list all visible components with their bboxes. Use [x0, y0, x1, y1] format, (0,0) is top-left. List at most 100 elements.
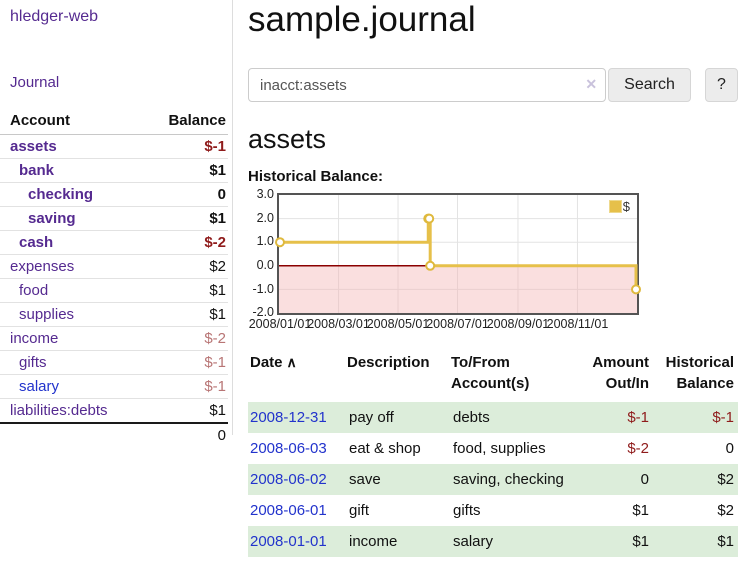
- app-brand-link[interactable]: hledger-web: [10, 8, 99, 25]
- accounts-header-row: Account Balance: [0, 109, 228, 135]
- balance-cell: $2: [653, 463, 738, 495]
- balance-cell: 0: [725, 439, 734, 457]
- search-input[interactable]: [248, 68, 607, 103]
- chart-plot-area: $: [275, 193, 641, 316]
- account-link[interactable]: assets: [10, 138, 57, 155]
- register-row: 2008-06-01 gift gifts $1 $2: [248, 495, 738, 526]
- account-row: supplies $1: [0, 302, 228, 327]
- sidebar: hledger-web Journal Account Balance asse…: [0, 0, 233, 447]
- account-link[interactable]: bank: [19, 162, 55, 179]
- x-axis-tick-label: 2008/07/01: [426, 317, 489, 332]
- search-form: ✕ Search ?: [248, 68, 738, 103]
- column-header-amount: Amount Out/In: [592, 354, 649, 392]
- y-axis-tick-label: 0.0: [256, 258, 274, 273]
- column-header-description: Description: [347, 354, 430, 372]
- account-link[interactable]: expenses: [10, 258, 75, 275]
- register-row: 2008-01-01 income salary $1 $1: [248, 525, 738, 557]
- account-link[interactable]: supplies: [19, 306, 75, 323]
- accounts-total-row: 0: [0, 422, 228, 447]
- amount-cell: 0: [577, 463, 653, 495]
- accounts-cell: food, supplies: [453, 439, 546, 457]
- accounts-cell: saving, checking: [449, 463, 577, 495]
- account-balance: $-2: [138, 230, 228, 255]
- chart-legend: $: [608, 199, 630, 215]
- column-header-accounts: To/From Account(s): [451, 354, 530, 392]
- transaction-date-link[interactable]: 2008-06-03: [250, 439, 327, 457]
- x-axis-tick-label: 2008/09/01: [486, 317, 550, 332]
- account-link[interactable]: checking: [28, 186, 94, 203]
- register-row: 2008-12-31 pay off debts $-1 $-1: [248, 401, 738, 433]
- y-axis-tick-label: 3.0: [256, 187, 274, 202]
- transaction-date-link[interactable]: 2008-06-02: [250, 470, 327, 488]
- accounts-header-balance: Balance: [138, 109, 228, 135]
- register-table: Date ∧ Description To/From Account(s) Amo…: [248, 351, 738, 557]
- account-row: bank $1: [0, 158, 228, 183]
- account-link[interactable]: liabilities:debts: [10, 402, 108, 419]
- account-link[interactable]: gifts: [19, 354, 47, 371]
- account-link[interactable]: salary: [19, 378, 60, 395]
- amount-cell: $-1: [577, 401, 653, 433]
- sort-asc-icon: ∧: [286, 354, 297, 371]
- x-axis-tick-label: 2008/03/01: [307, 317, 370, 332]
- account-balance: $1: [138, 398, 228, 423]
- y-axis-tick-label: 1.0: [256, 234, 274, 249]
- y-axis-tick-label: 2.0: [256, 210, 274, 225]
- account-row: salary $-1: [0, 374, 228, 399]
- description-cell: pay off: [345, 401, 449, 433]
- account-link[interactable]: saving: [28, 210, 76, 227]
- accounts-cell: debts: [449, 401, 577, 433]
- account-balance: $1: [138, 158, 228, 183]
- amount-cell: $-2: [627, 439, 649, 457]
- clear-search-icon[interactable]: ✕: [585, 76, 598, 93]
- legend-series-label: $: [622, 199, 630, 215]
- account-row: expenses $2: [0, 254, 228, 279]
- transaction-date-link[interactable]: 2008-12-31: [250, 408, 327, 426]
- account-balance: 0: [138, 182, 228, 207]
- transaction-date-link[interactable]: 2008-06-01: [250, 501, 327, 519]
- description-cell: eat & shop: [349, 439, 421, 457]
- account-balance: $-1: [138, 374, 228, 399]
- account-row: liabilities:debts $1: [0, 398, 228, 423]
- accounts-cell: gifts: [453, 501, 481, 519]
- account-row: income $-2: [0, 326, 228, 351]
- account-link[interactable]: food: [19, 282, 49, 299]
- account-row: cash $-2: [0, 230, 228, 255]
- x-axis-tick-label: 2008/05/01: [366, 317, 430, 332]
- account-row: assets $-1: [0, 135, 228, 159]
- account-balance: $1: [138, 302, 228, 327]
- historical-balance-chart: $ 3.0 2.0 1.0 0.0 -1.0 -2.0 2008/01/01 2008/03/…: [248, 187, 738, 333]
- register-header-row: Date ∧ Description To/From Account(s) Amo…: [248, 351, 738, 402]
- description-cell: income: [345, 525, 449, 557]
- page-title: sample.journal: [248, 0, 476, 39]
- description-cell: save: [345, 463, 449, 495]
- chart-series-svg: [275, 195, 641, 314]
- transaction-date-link[interactable]: 2008-01-01: [250, 532, 327, 550]
- accounts-cell: salary: [449, 525, 577, 557]
- account-balance: $2: [138, 254, 228, 279]
- column-header-balance: Historical Balance: [665, 354, 734, 392]
- x-axis-tick-label: 2008/11/01: [546, 317, 609, 332]
- account-row: food $1: [0, 278, 228, 303]
- help-button[interactable]: ?: [704, 68, 738, 103]
- balance-cell: $-1: [653, 401, 738, 433]
- accounts-total-balance: 0: [138, 422, 228, 447]
- account-row: gifts $-1: [0, 350, 228, 375]
- balance-cell: $1: [653, 525, 738, 557]
- description-cell: gift: [349, 501, 370, 519]
- account-balance: $-1: [204, 138, 226, 155]
- account-balance: $1: [138, 278, 228, 303]
- y-axis-tick-label: -2.0: [252, 305, 274, 320]
- accounts-header-account: Account: [0, 109, 139, 135]
- legend-swatch-icon: [608, 200, 622, 214]
- account-heading: assets: [248, 124, 327, 155]
- y-axis-tick-label: -1.0: [252, 281, 274, 296]
- account-row: saving $1: [0, 206, 228, 231]
- account-balance: $-1: [138, 350, 228, 375]
- search-button[interactable]: Search: [608, 68, 691, 103]
- x-axis-tick-label: 2008/01/01: [248, 317, 312, 332]
- account-link[interactable]: income: [10, 330, 59, 347]
- column-header-date[interactable]: Date ∧: [250, 354, 297, 372]
- journal-link[interactable]: Journal: [10, 74, 60, 91]
- account-link[interactable]: cash: [19, 234, 54, 251]
- register-row: 2008-06-02 save saving, checking 0 $2: [248, 463, 738, 495]
